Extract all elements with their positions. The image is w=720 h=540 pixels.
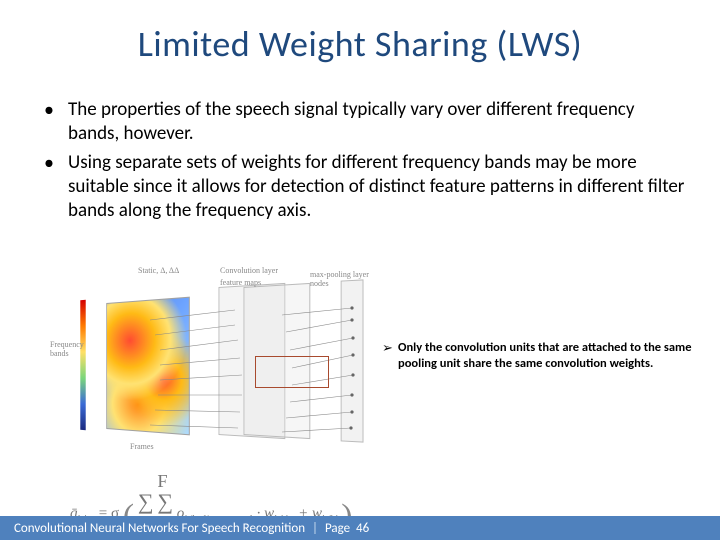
footer-sep: | [312,521,318,536]
fig-label-pool: max-pooling layer nodes [310,270,380,288]
fig-label-freq: Frequency bands [50,340,90,358]
slide: Limited Weight Sharing (LWS) The propert… [0,0,720,540]
side-note: ➢ Only the convolution units that are at… [398,340,698,371]
fig-label-static: Static, Δ, ΔΔ [138,266,179,275]
bullet-list: The properties of the speech signal typi… [36,98,686,228]
side-note-text: Only the convolution units that are atta… [398,340,692,371]
fig-label-frames: Frames [130,442,154,451]
bullet-1: The properties of the speech signal typi… [36,98,686,147]
lws-figure: Static, Δ, ΔΔ Convolution layer feature … [60,260,380,475]
arrow-icon: ➢ [382,341,393,357]
connection-lines [60,260,380,475]
footer-page-label: Page [325,521,350,536]
slide-title: Limited Weight Sharing (LWS) [0,22,720,66]
fig-label-conv: Convolution layer [220,266,278,275]
bullet-2: Using separate sets of weights for diffe… [36,151,686,224]
fig-label-fmaps: feature maps [220,278,261,287]
sum2-top: F [157,471,167,491]
footer-text: Convolutional Neural Networks For Speech… [14,521,369,536]
footer-page-num: 46 [356,521,369,536]
highlight-box [255,356,329,388]
footer-title: Convolutional Neural Networks For Speech… [14,521,305,536]
